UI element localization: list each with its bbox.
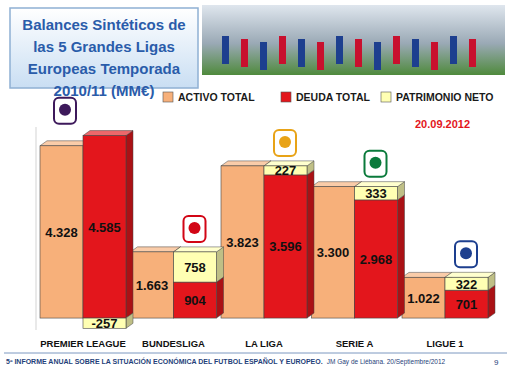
data-label: 2.968 [360,252,393,267]
bar-side [126,313,133,328]
legend-label: DEUDA TOTAL [296,91,370,103]
league-logo-mark [370,157,382,169]
bar-top [83,131,133,136]
league-logo-mark [460,247,472,259]
photo-figure [336,36,343,64]
league-logo [365,151,387,177]
bar [174,252,217,282]
photo-figure [317,42,324,70]
data-label: 3.596 [269,239,302,254]
category-label: PREMIER LEAGUE [40,338,126,349]
bar-top [221,161,271,166]
legend-label: ACTIVO TOTAL [178,91,255,103]
bar [221,166,264,318]
league-logo [455,241,477,267]
bar-side [398,195,405,318]
footer: 5º INFORME ANUAL SOBRE LA SITUACIÓN ECON… [6,357,446,366]
league-logo-mark [279,136,291,148]
photo-figure [279,36,286,64]
bar-side [488,285,495,318]
league-logo-mark [189,222,201,234]
bar-side [217,247,224,282]
date: 20.09.2012 [415,118,470,130]
bars [40,131,495,329]
data-label: 1.022 [407,291,440,306]
footer-part: JM Gay de Liébana. 20/Septiembre/2012 [327,358,446,366]
category-label: LA LIGA [245,338,283,349]
bar [83,136,126,319]
photo-figure [412,39,419,67]
footer-part: 5º INFORME ANUAL SOBRE LA SITUACIÓN ECON… [6,357,323,365]
data-label: 322 [456,277,478,292]
bar [355,200,398,318]
photo-figure [450,36,457,64]
title-line: Europeas Temporada [28,60,181,77]
category-label: BUNDESLIGA [142,338,205,349]
data-labels: 4.328 1.663 3.823 3.300 1.022 4.585 904 3.596 2.… [45,163,477,331]
photo-figure [431,42,438,70]
data-label: 701 [456,297,478,312]
data-label: 758 [184,260,206,275]
title-line: Balances Sintéticos de [22,16,185,33]
legend-swatch [381,92,391,102]
bar-top [174,247,224,252]
data-label: 4.328 [45,225,78,240]
league-logo [274,130,296,156]
title-line: las 5 Grandes Ligas [33,38,175,55]
bar [174,282,217,318]
photo [202,5,505,75]
data-label: -257 [91,316,117,331]
photo-figure [469,39,476,67]
photo-figure [374,42,381,70]
bar-side [217,277,224,318]
bar [312,187,355,318]
league-logo [54,98,76,124]
bar [402,277,445,318]
photo-figure [355,39,362,67]
league-logo-mark [59,104,71,116]
category-label: SERIE A [336,338,374,349]
data-label: 1.663 [136,278,169,293]
data-label: 333 [365,186,387,201]
title: Balances Sintéticos de las 5 Grandes Liga… [22,16,185,99]
data-label: 3.300 [317,245,350,260]
data-label: 4.585 [88,220,121,235]
bar [264,175,307,318]
photo-figure [298,39,305,67]
bar-side [307,170,314,318]
data-label: 227 [275,163,297,178]
bar-top [402,272,452,277]
bar [131,252,174,318]
legend-label: PATRIMONIO NETO [396,91,493,103]
category-label: LIGUE 1 [427,338,465,349]
legend-swatch [163,92,173,102]
legend-swatch [281,92,291,102]
data-label: 3.823 [226,235,259,250]
bar [445,290,488,318]
photo-figure [222,36,229,64]
bar-top [131,247,181,252]
photo-figure [260,42,267,70]
chart: Balances Sintéticos de las 5 Grandes Liga… [0,0,511,375]
footer-rule [4,353,507,354]
bar-side [126,131,133,319]
page-number: 9 [494,358,499,367]
bar-top [312,182,362,187]
bar-top [40,141,90,146]
title-box [10,8,198,88]
value-axis [36,127,37,330]
photo-figure [393,36,400,64]
league-logo [184,216,206,242]
title-line: 2010/11 (MM€) [54,82,155,99]
data-label: 904 [184,293,206,308]
photo-figure [241,39,248,67]
bar [40,146,83,318]
